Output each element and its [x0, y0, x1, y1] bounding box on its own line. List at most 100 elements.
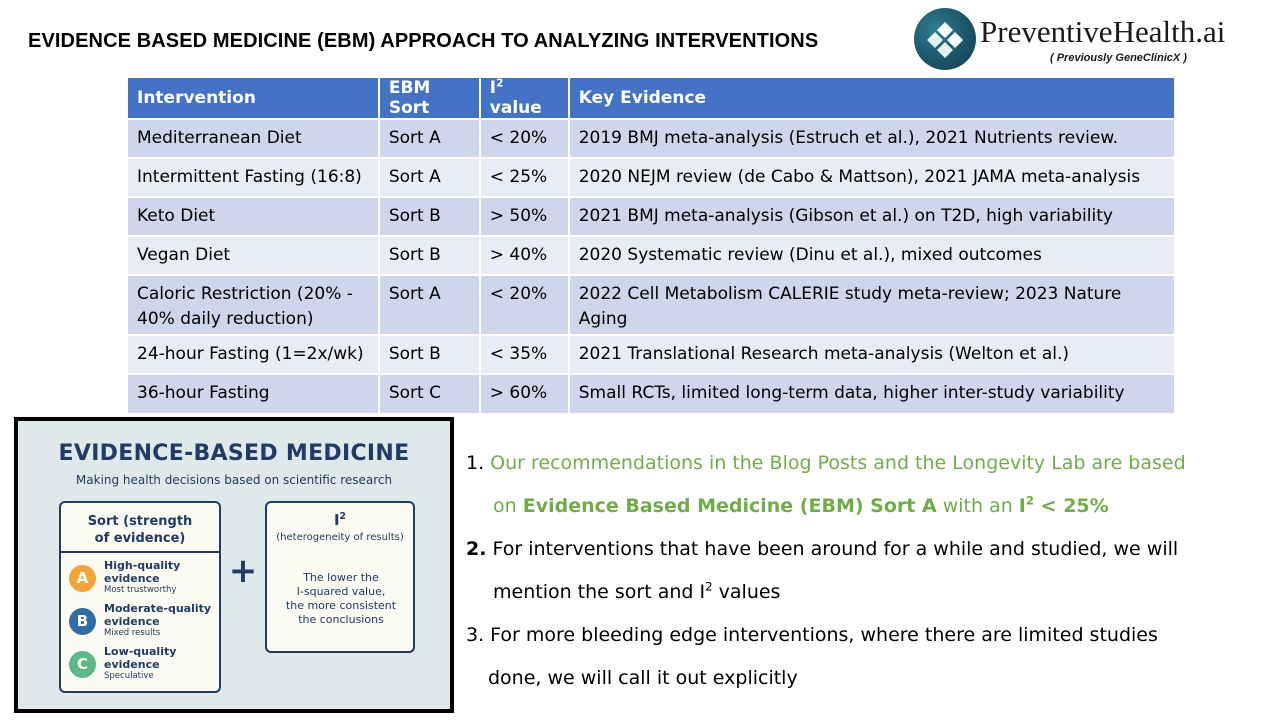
cell-evidence: 2019 BMJ meta-analysis (Estruch et al.),…	[568, 118, 1177, 158]
plus-icon: +	[228, 551, 258, 591]
grade-a-label-line2: evidence	[104, 572, 160, 585]
sort-card: Sort (strength of evidence) A High-quali…	[59, 501, 221, 693]
i2-card-body-line2: I-squared value,	[296, 585, 386, 598]
grade-a-text: High-quality evidence Most trustworthy	[104, 559, 222, 596]
cell-sort: Sort B	[378, 235, 481, 275]
grade-b-text: Moderate-quality evidence Mixed results	[104, 602, 222, 639]
cell-sort: Sort A	[378, 118, 481, 158]
grade-b-badge-icon: B	[69, 608, 96, 635]
cell-intervention: 24-hour Fasting (1=2x/wk)	[128, 334, 380, 374]
i2-card-body-line1: The lower the	[303, 571, 379, 584]
ebm-table: Intervention EBM Sort I2 value Key Evide…	[128, 77, 1177, 413]
cell-evidence: 2020 Systematic review (Dinu et al.), mi…	[568, 235, 1177, 275]
table-row: Vegan Diet Sort B > 40% 2020 Systematic …	[128, 235, 1177, 275]
header-i2-base: I	[489, 78, 497, 98]
table-row: Keto Diet Sort B > 50% 2021 BMJ meta-ana…	[128, 196, 1177, 236]
i2-card-heading: I2	[267, 511, 413, 529]
table-row: Intermittent Fasting (16:8) Sort A < 25%…	[128, 157, 1177, 197]
table-row: Mediterranean Diet Sort A < 20% 2019 BMJ…	[128, 118, 1177, 158]
logo-subtitle: ( Previously GeneClinicX )	[1050, 52, 1187, 64]
cell-i2: > 40%	[479, 235, 570, 275]
cell-evidence: 2022 Cell Metabolism CALERIE study meta-…	[568, 274, 1177, 335]
infographic-title: EVIDENCE-BASED MEDICINE	[58, 441, 410, 466]
grade-a-note: Most trustworthy	[104, 585, 177, 595]
note-2-i2-sup: 2	[705, 579, 713, 594]
cell-sort: Sort B	[378, 334, 481, 374]
cell-intervention: 36-hour Fasting	[128, 373, 380, 413]
cell-i2: > 60%	[479, 373, 570, 413]
grade-c-note: Speculative	[104, 671, 154, 681]
cell-i2: < 35%	[479, 334, 570, 374]
ebm-infographic: EVIDENCE-BASED MEDICINE Making health de…	[14, 417, 454, 713]
cell-intervention: Intermittent Fasting (16:8)	[128, 157, 380, 197]
grade-a-label-line1: High-quality	[104, 559, 181, 572]
note-1-number: 1.	[466, 452, 491, 474]
sort-card-heading-line2: of evidence)	[94, 531, 186, 546]
note-1-i2-sup: 2	[1025, 493, 1035, 508]
cell-intervention: Caloric Restriction (20% - 40% daily red…	[128, 274, 380, 335]
logo-name: PreventiveHealth.ai	[980, 14, 1226, 49]
header-i2-suffix: value	[489, 98, 542, 118]
i2-card-body-line4: the conclusions	[298, 613, 384, 626]
header-intervention: Intervention	[128, 78, 380, 119]
cell-i2: < 20%	[479, 118, 570, 158]
note-1-on: on	[493, 495, 523, 517]
grade-b-note: Mixed results	[104, 628, 161, 638]
i2-card-subheading: (heterogeneity of results)	[276, 532, 404, 543]
grade-b: B Moderate-quality evidence Mixed result…	[69, 602, 217, 644]
i2-card: I2 (heterogeneity of results) The lower …	[265, 501, 415, 653]
cell-intervention: Vegan Diet	[128, 235, 380, 275]
note-2-mention: mention the sort and I	[493, 581, 706, 603]
sort-card-heading: Sort (strength of evidence)	[61, 513, 219, 547]
table-row: 36-hour Fasting Sort C > 60% Small RCTs,…	[128, 373, 1177, 413]
grade-c: C Low-quality evidence Speculative	[69, 645, 217, 687]
grade-c-label-line2: evidence	[104, 658, 160, 671]
note-3-line-2: done, we will call it out explicitly	[488, 667, 798, 689]
table-row: 24-hour Fasting (1=2x/wk) Sort B < 35% 2…	[128, 334, 1177, 374]
note-3-line-1: 3. For more bleeding edge interventions,…	[466, 624, 1158, 646]
header-sort: EBM Sort	[378, 78, 481, 119]
header-i2-sup: 2	[496, 77, 504, 90]
note-1-ebm-sort-a: Evidence Based Medicine (EBM) Sort A	[522, 495, 937, 517]
header-i2: I2 value	[479, 77, 570, 119]
cell-evidence: 2021 BMJ meta-analysis (Gibson et al.) o…	[568, 196, 1177, 236]
cell-evidence: Small RCTs, limited long-term data, high…	[568, 373, 1177, 413]
note-1-text: Our recommendations in the Blog Posts an…	[490, 452, 1186, 474]
table-header-row: Intervention EBM Sort I2 value Key Evide…	[128, 77, 1177, 119]
grade-b-label-line1: Moderate-quality	[104, 602, 212, 615]
note-1-line-1: 1. Our recommendations in the Blog Posts…	[466, 452, 1186, 474]
grade-c-badge-icon: C	[69, 651, 96, 678]
cell-i2: < 25%	[479, 157, 570, 197]
note-2-text: For interventions that have been around …	[486, 538, 1179, 560]
sort-card-heading-line1: Sort (strength	[87, 514, 193, 529]
grade-a: A High-quality evidence Most trustworthy	[69, 559, 217, 601]
grade-b-label-line2: evidence	[104, 615, 160, 628]
header-evidence: Key Evidence	[568, 78, 1177, 119]
slide-title: EVIDENCE BASED MEDICINE (EBM) APPROACH T…	[28, 30, 819, 52]
grade-c-text: Low-quality evidence Speculative	[104, 645, 222, 682]
cell-evidence: 2021 Translational Research meta-analysi…	[568, 334, 1177, 374]
i2-card-heading-sup: 2	[339, 511, 347, 522]
cell-sort: Sort B	[378, 196, 481, 236]
i2-card-body-line3: the more consistent	[285, 599, 397, 612]
logo: PreventiveHealth.ai ( Previously GeneCli…	[908, 6, 1270, 72]
cell-i2: > 50%	[479, 196, 570, 236]
note-1-line-2: on Evidence Based Medicine (EBM) Sort A …	[493, 495, 1109, 517]
infographic-subtitle: Making health decisions based on scienti…	[75, 473, 393, 487]
table-row: Caloric Restriction (20% - 40% daily red…	[128, 274, 1177, 335]
cell-sort: Sort A	[378, 157, 481, 197]
cell-sort: Sort A	[378, 274, 481, 335]
note-2-line-2: mention the sort and I2 values	[493, 581, 780, 603]
note-1-i2-base: I	[1018, 495, 1026, 517]
grade-c-label-line1: Low-quality	[104, 645, 177, 658]
cell-intervention: Mediterranean Diet	[128, 118, 380, 158]
i2-card-body: The lower the I-squared value, the more …	[275, 571, 407, 627]
note-2-values: values	[712, 581, 781, 603]
cell-sort: Sort C	[378, 373, 481, 413]
i2-card-heading-base: I	[333, 511, 340, 529]
sort-card-divider	[61, 551, 219, 553]
note-1-threshold: < 25%	[1034, 495, 1109, 517]
note-2-line-1: 2. For interventions that have been arou…	[466, 538, 1178, 560]
logo-emblem-icon	[914, 8, 976, 70]
note-1-with-an: with an	[936, 495, 1019, 517]
